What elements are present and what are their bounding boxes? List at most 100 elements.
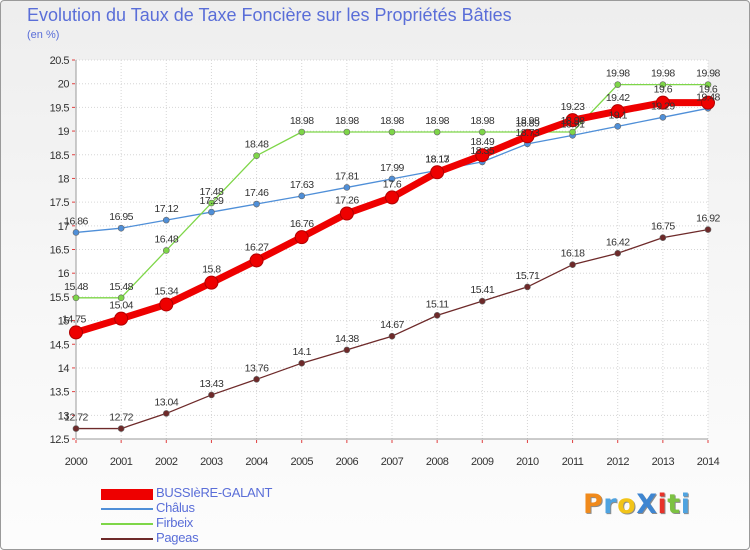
y-tick-label: 19.5 (50, 102, 70, 114)
data-label-layer: 14.75 15.04 15.34 15.8 16.27 16.76 17.26 17.6 18… (62, 68, 721, 424)
data-label-1: 18.73 (516, 127, 540, 139)
data-label-0: 19.6 (654, 84, 673, 96)
data-label-0: 15.04 (109, 300, 133, 312)
data-point-0 (249, 253, 264, 268)
data-label-3: 16.42 (606, 236, 630, 248)
data-point-0 (655, 95, 670, 110)
legend-label: Firbeix (156, 515, 193, 530)
y-tick-label: 16.5 (50, 245, 70, 257)
data-label-1: 17.29 (200, 195, 224, 207)
legend: BUSSIèRE-GALANT Châlus Firbeix Pageas (101, 485, 361, 546)
x-tick-label: 2003 (200, 456, 223, 468)
data-label-2: 18.98 (516, 115, 540, 127)
data-point-3 (704, 226, 712, 233)
data-point-1 (208, 208, 215, 216)
legend-label: BUSSIèRE-GALANT (156, 485, 273, 500)
legend-item: BUSSIèRE-GALANT (101, 485, 361, 501)
data-label-2: 19.98 (606, 68, 630, 80)
x-tick-label: 2013 (652, 456, 675, 468)
axis-layer: 12.5 13 13.5 14 14.5 15 15.5 16 16.5 17 17.5 18 18.5… (50, 55, 721, 468)
data-point-2 (208, 199, 215, 207)
x-tick-label: 2008 (426, 456, 449, 468)
y-tick-label: 13.5 (50, 387, 70, 399)
data-label-0: 19.42 (606, 92, 630, 104)
y-tick-label: 19 (58, 126, 70, 138)
data-label-2: 19.98 (651, 68, 675, 80)
data-point-0 (114, 311, 129, 326)
data-label-1: 17.46 (245, 187, 269, 199)
data-point-3 (343, 346, 351, 354)
y-tick-label: 20 (58, 79, 70, 91)
y-tick-label: 13 (58, 410, 70, 422)
data-label-1: 19.1 (608, 109, 627, 121)
data-point-2 (343, 128, 351, 136)
data-label-3: 15.11 (426, 298, 450, 310)
data-label-0: 17.6 (383, 178, 402, 190)
data-label-3: 14.38 (335, 333, 359, 345)
legend-item: Châlus (101, 500, 361, 516)
data-point-3 (433, 312, 441, 319)
data-point-2 (659, 81, 667, 88)
y-tick-label: 20.5 (50, 55, 70, 67)
data-label-3: 16.75 (651, 221, 675, 233)
legend-swatch (101, 488, 153, 500)
legend-swatch (101, 538, 153, 540)
data-point-1 (298, 192, 306, 200)
data-label-2: 18.98 (425, 115, 449, 127)
data-point-3 (253, 376, 260, 383)
data-point-1 (117, 224, 125, 232)
legend-item: Pageas (101, 530, 361, 546)
data-label-2: 15.48 (109, 281, 133, 293)
data-label-3: 12.72 (64, 412, 88, 424)
y-tick-label: 15 (58, 316, 70, 328)
data-label-2: 18.98 (470, 115, 494, 127)
data-point-0 (520, 129, 535, 144)
data-point-0 (475, 148, 490, 163)
x-tick-label: 2012 (606, 456, 629, 468)
data-label-0: 15.34 (154, 285, 178, 297)
data-point-1 (659, 114, 667, 121)
series-layer (69, 81, 715, 432)
y-tick-label: 15.5 (50, 292, 70, 304)
data-label-0: 15.8 (202, 264, 221, 276)
data-label-3: 13.04 (154, 396, 178, 408)
data-label-0: 19.6 (699, 84, 718, 96)
data-point-0 (430, 165, 445, 180)
data-point-1 (343, 184, 351, 191)
grid-layer (75, 59, 709, 440)
y-tick-label: 14 (58, 363, 70, 375)
data-point-1 (614, 123, 622, 130)
data-label-0: 16.76 (290, 218, 314, 230)
data-label-2: 18.98 (335, 115, 359, 127)
data-label-0: 18.49 (470, 136, 494, 148)
data-point-3 (524, 283, 531, 291)
data-point-0 (294, 230, 309, 245)
data-point-0 (610, 104, 625, 119)
data-label-1: 17.12 (154, 203, 178, 215)
legend-item: Firbeix (101, 515, 361, 531)
data-point-2 (478, 128, 486, 136)
data-label-2: 17.48 (200, 186, 224, 198)
y-tick-label: 14.5 (50, 339, 70, 351)
data-label-1: 16.95 (109, 211, 133, 223)
legend-label: Châlus (156, 500, 195, 515)
data-label-1: 17.81 (335, 170, 359, 182)
y-tick-label: 18.5 (50, 150, 70, 162)
data-point-3 (117, 425, 125, 432)
logo-letter: P (583, 489, 604, 520)
data-point-2 (704, 81, 712, 88)
data-label-2: 15.48 (64, 281, 88, 293)
data-point-3 (659, 234, 667, 241)
data-point-1 (388, 175, 396, 183)
data-point-2 (298, 128, 306, 136)
data-label-2: 16.48 (154, 233, 178, 245)
x-tick-label: 2000 (65, 456, 88, 468)
data-point-1 (253, 200, 260, 208)
data-label-1: 19.48 (696, 91, 720, 103)
data-point-0 (159, 297, 174, 312)
data-point-0 (339, 206, 354, 221)
x-tick-label: 2014 (697, 456, 720, 468)
legend-swatch (101, 523, 153, 525)
